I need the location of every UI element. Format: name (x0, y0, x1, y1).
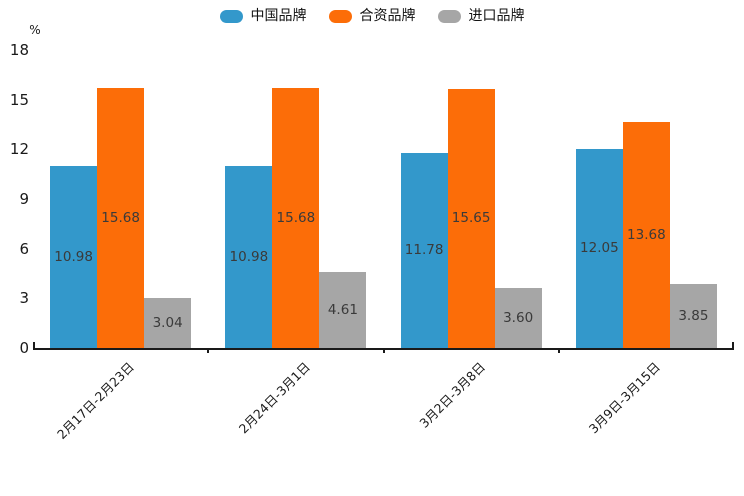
plot-area: 10.98 10.98 11.78 12.05 15.68 15.68 15.65 13.68… (33, 50, 734, 353)
bar-value-label: 13.68 (627, 226, 666, 243)
bar-value-label: 11.78 (404, 242, 444, 259)
bar-series0-group2: 11.78 (400, 152, 448, 348)
bar-value-label: 15.68 (101, 210, 140, 227)
bar-value-label: 3.85 (678, 308, 709, 325)
legend-item-0: 中国品牌 (219, 8, 307, 25)
y-tick-label: 12 (9, 140, 29, 159)
bar-series0-group0: 10.98 (50, 166, 98, 348)
bar-series2-group3: 3.85 (669, 284, 717, 348)
bar-series1-group0: 15.68 (97, 88, 145, 348)
legend-swatch-icon (437, 10, 461, 23)
axis-end-tick (33, 342, 35, 348)
x-axis-tick (207, 348, 210, 353)
y-tick-label: 15 (9, 90, 29, 109)
x-category-label: 3月9日-3月15日 (585, 359, 664, 437)
y-axis-unit-label: % (29, 23, 41, 37)
bar-series2-group0: 3.04 (144, 297, 192, 348)
legend-label: 中国品牌 (250, 8, 307, 24)
bar-value-label: 3.60 (503, 310, 534, 327)
bar-value-label: 12.05 (580, 240, 619, 257)
bar-value-label: 10.98 (229, 249, 269, 266)
chart-legend: 中国品牌 合资品牌 进口品牌 (0, 8, 744, 25)
x-category-label: 3月2日-3月8日 (416, 359, 488, 431)
legend-swatch-icon (219, 10, 243, 23)
bar-value-label: 15.68 (276, 210, 316, 227)
axis-end-tick (732, 342, 734, 348)
y-tick-label: 3 (19, 289, 29, 308)
x-category-label: 2月24日-3月1日 (235, 359, 313, 437)
y-tick-label: 18 (9, 41, 29, 59)
bar-series0-group1: 10.98 (225, 166, 273, 348)
bar-series1-group1: 15.68 (272, 88, 320, 348)
bar-series2-group1: 4.61 (319, 271, 367, 348)
bar-value-label: 3.04 (152, 314, 183, 331)
bar-series2-group2: 3.60 (494, 288, 542, 348)
legend-item-1: 合资品牌 (328, 8, 416, 25)
legend-label: 合资品牌 (359, 8, 416, 24)
x-category-label: 2月17日-2月23日 (54, 359, 138, 443)
bar-value-label: 4.61 (327, 301, 358, 318)
bar-value-label: 15.65 (451, 210, 491, 227)
legend-swatch-icon (328, 10, 352, 23)
legend-item-2: 进口品牌 (437, 8, 525, 25)
x-axis-tick (557, 348, 560, 353)
x-axis-tick (382, 348, 385, 353)
bar-series1-group2: 15.65 (447, 88, 495, 348)
legend-label: 进口品牌 (468, 8, 525, 24)
y-tick-label: 6 (19, 239, 29, 258)
y-tick-label: 9 (19, 190, 29, 208)
bar-value-label: 10.98 (54, 249, 93, 266)
bar-series1-group3: 13.68 (622, 121, 670, 348)
y-tick-label: 0 (19, 339, 29, 357)
bar-series0-group3: 12.05 (575, 148, 623, 348)
